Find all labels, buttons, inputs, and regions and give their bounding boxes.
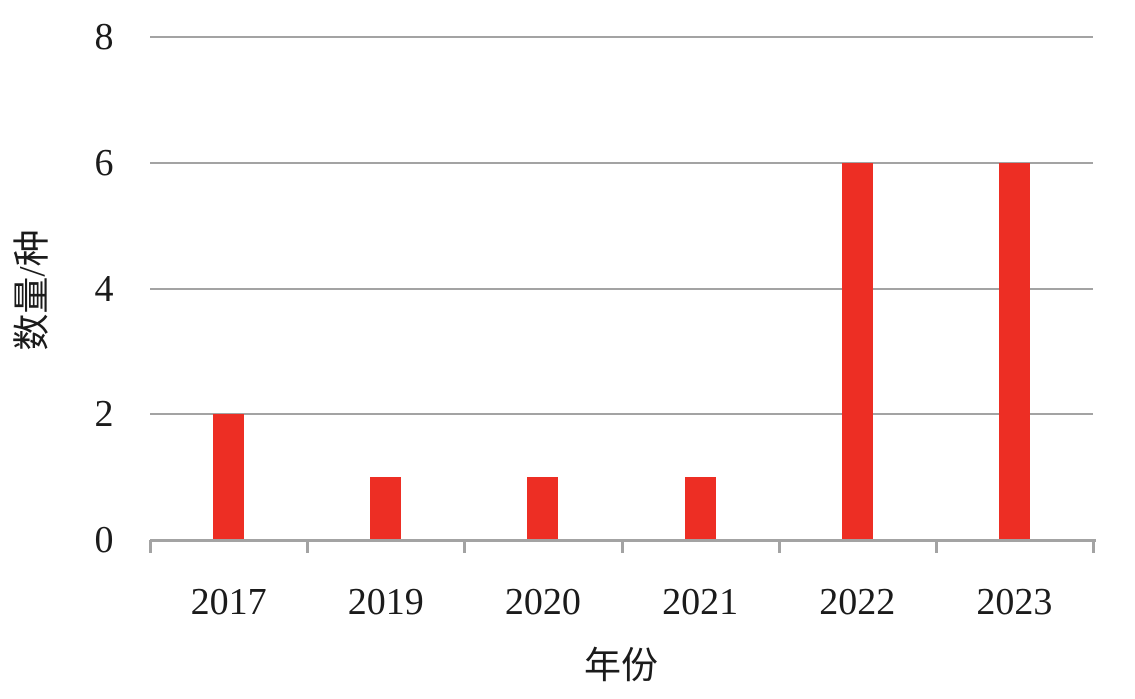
axis-tick — [620, 540, 624, 553]
y-tick-label: 4 — [94, 267, 114, 310]
y-tick-label: 6 — [94, 141, 114, 184]
axis-tick — [306, 540, 310, 553]
x-tick-label: 2023 — [976, 581, 1053, 623]
x-axis-title: 年份 — [584, 646, 658, 687]
x-tick-label: 2019 — [347, 581, 424, 623]
y-tick-label: 2 — [94, 393, 114, 436]
axis-tick — [463, 540, 467, 553]
gridline — [150, 287, 1093, 290]
bar-2019 — [370, 477, 402, 540]
gridline — [150, 36, 1093, 38]
x-tick-label: 2022 — [819, 581, 896, 623]
y-tick-label: 0 — [94, 519, 114, 561]
y-axis-title: 数量/种 — [12, 229, 54, 351]
bar-2020 — [527, 477, 559, 540]
y-tick-label: 8 — [94, 16, 114, 58]
x-tick-label: 2017 — [190, 581, 267, 623]
axis-tick — [149, 540, 152, 553]
gridline — [150, 161, 1093, 164]
axis-tick — [777, 540, 781, 553]
bar-2023 — [998, 162, 1030, 540]
gridline — [150, 413, 1093, 416]
x-tick-label: 2021 — [662, 581, 739, 623]
axis-tick — [934, 540, 938, 553]
axis-tick — [1092, 540, 1095, 553]
bar-2022 — [841, 162, 873, 540]
x-tick-label: 2020 — [504, 581, 581, 623]
bar-2017 — [213, 414, 245, 540]
bar-2021 — [684, 477, 716, 540]
